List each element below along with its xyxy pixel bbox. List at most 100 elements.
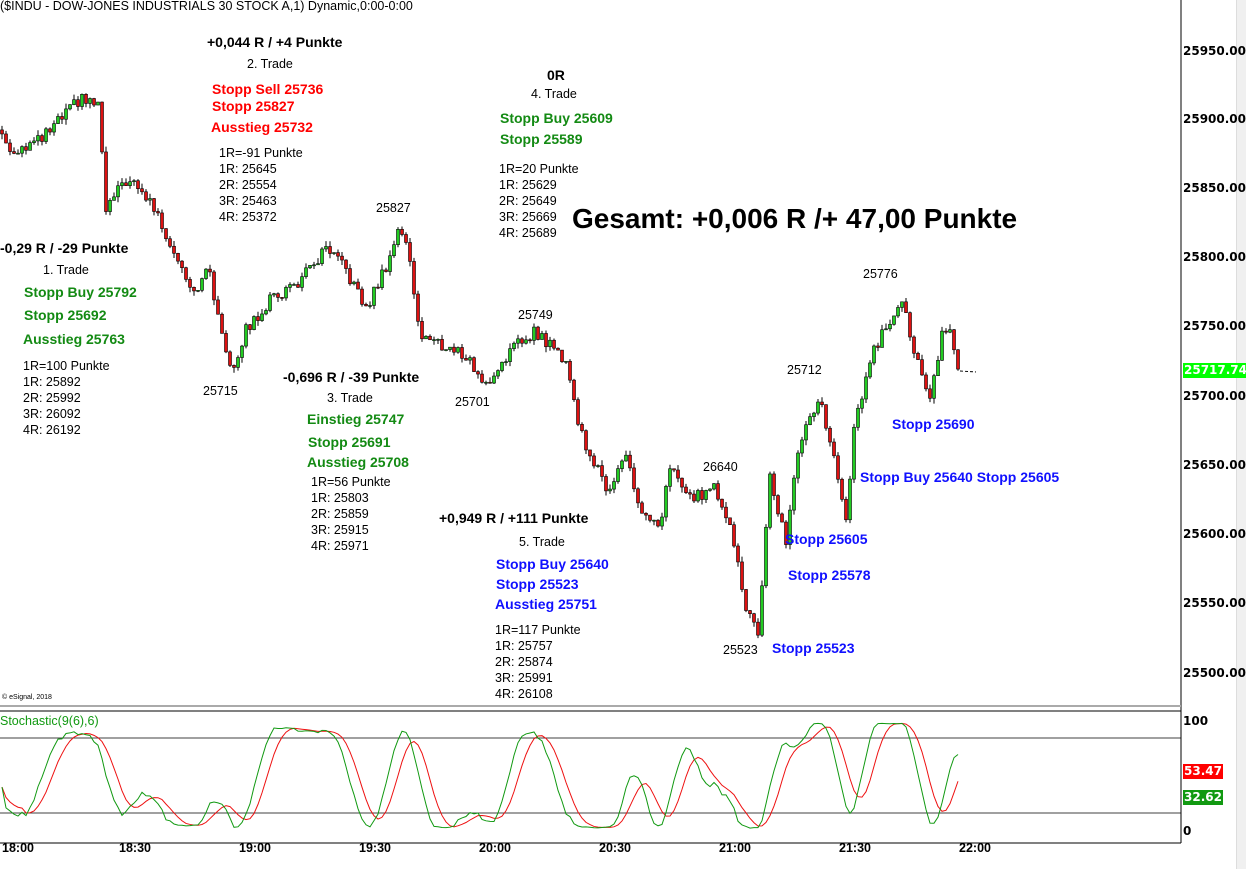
candle — [264, 310, 268, 315]
candle — [388, 255, 392, 272]
last-price-badge: 25717.74 — [1183, 363, 1246, 378]
candle — [312, 264, 316, 267]
candle — [136, 180, 140, 189]
price-tick: 25500.00 — [1183, 666, 1246, 680]
candle — [44, 128, 48, 142]
candle — [360, 288, 364, 305]
candle — [648, 514, 652, 521]
candle — [260, 313, 264, 321]
candle — [476, 371, 480, 375]
target: 1R: 25645 — [219, 162, 277, 176]
candle — [104, 151, 108, 212]
candle — [148, 198, 152, 201]
candle — [60, 116, 64, 120]
candle — [480, 373, 484, 383]
time-tick: 19:30 — [359, 841, 391, 855]
stop-label: Stopp 25690 — [892, 416, 975, 432]
total-result: Gesamt: +0,006 R /+ 47,00 Punkte — [572, 203, 1018, 234]
candle — [168, 238, 172, 247]
swing-label: 26640 — [703, 460, 738, 474]
last-price-marker — [959, 370, 977, 373]
stoch-tick: 0 — [1183, 824, 1192, 838]
stoch-d-line — [1, 723, 959, 828]
candle — [620, 460, 624, 469]
candle — [340, 255, 344, 261]
candle — [192, 286, 196, 292]
stoch-d-badge: 53.47 — [1183, 764, 1223, 779]
candle — [432, 339, 436, 341]
candle — [688, 492, 692, 495]
candle — [604, 476, 608, 492]
price-tick: 25750.00 — [1183, 319, 1246, 333]
target: 4R: 26108 — [495, 687, 553, 701]
time-tick: 18:00 — [2, 841, 34, 855]
candle — [144, 191, 148, 201]
target: 2R: 25859 — [311, 507, 369, 521]
swing-label: 25776 — [863, 267, 898, 281]
target: 2R: 25554 — [219, 178, 277, 192]
candle — [952, 329, 956, 351]
candle — [636, 488, 640, 504]
time-tick: 20:30 — [599, 841, 631, 855]
trade1-order: Stopp 25692 — [24, 307, 107, 323]
chart-title: ($INDU - DOW-JONES INDUSTRIALS 30 STOCK … — [0, 0, 413, 13]
candle — [0, 129, 4, 135]
candle — [836, 455, 840, 480]
candle — [732, 524, 736, 547]
trade1-result: -0,29 R / -29 Punkte — [0, 240, 129, 256]
candle — [308, 265, 312, 269]
candle — [948, 329, 952, 333]
candle — [76, 99, 80, 107]
candle — [492, 375, 496, 384]
trade4-result: 0R — [547, 67, 565, 83]
candle — [548, 339, 552, 348]
candle — [692, 493, 696, 502]
candle — [344, 259, 348, 269]
candle — [396, 228, 400, 245]
candle — [444, 349, 448, 351]
candle — [116, 185, 120, 198]
candle — [316, 263, 320, 266]
candle — [612, 481, 616, 490]
candle — [276, 293, 280, 298]
trade5-result: +0,949 R / +111 Punkte — [439, 510, 589, 526]
candle — [416, 293, 420, 322]
candle — [88, 98, 92, 104]
target: 1R=117 Punkte — [495, 623, 581, 637]
candle — [380, 269, 384, 288]
candle — [280, 297, 284, 299]
candle — [676, 469, 680, 479]
trade3-targets: 1R=56 Punkte 1R: 25803 2R: 25859 3R: 25915 4… — [311, 474, 391, 554]
candle — [464, 358, 468, 361]
candle — [524, 339, 528, 344]
candle — [944, 330, 948, 333]
candle — [228, 351, 232, 366]
candle — [408, 242, 412, 262]
candle — [696, 490, 700, 502]
candle — [72, 99, 76, 105]
candle — [512, 342, 516, 349]
candle — [728, 517, 732, 526]
candle — [268, 294, 272, 311]
candle — [600, 465, 604, 477]
candle — [364, 304, 368, 307]
candle — [108, 200, 112, 212]
trade2-targets: 1R=-91 Punkte 1R: 25645 2R: 25554 3R: 25463… — [219, 145, 303, 225]
candle — [576, 399, 580, 425]
trade3-result: -0,696 R / -39 Punkte — [283, 369, 420, 385]
swing-label: 25827 — [376, 201, 411, 215]
candle — [68, 104, 72, 110]
scrollbar[interactable] — [1236, 0, 1246, 869]
candle — [900, 301, 904, 308]
trade5-order: Stopp Buy 25640 — [496, 556, 609, 572]
candle — [684, 486, 688, 493]
swing-label: 25712 — [787, 363, 822, 377]
candle — [152, 198, 156, 212]
candle — [776, 495, 780, 515]
price-tick: 25800.00 — [1183, 250, 1246, 264]
candle — [896, 307, 900, 317]
trade3-order: Stopp 25691 — [308, 434, 391, 450]
candle — [820, 401, 824, 405]
candle — [448, 346, 452, 350]
candle — [84, 94, 88, 104]
